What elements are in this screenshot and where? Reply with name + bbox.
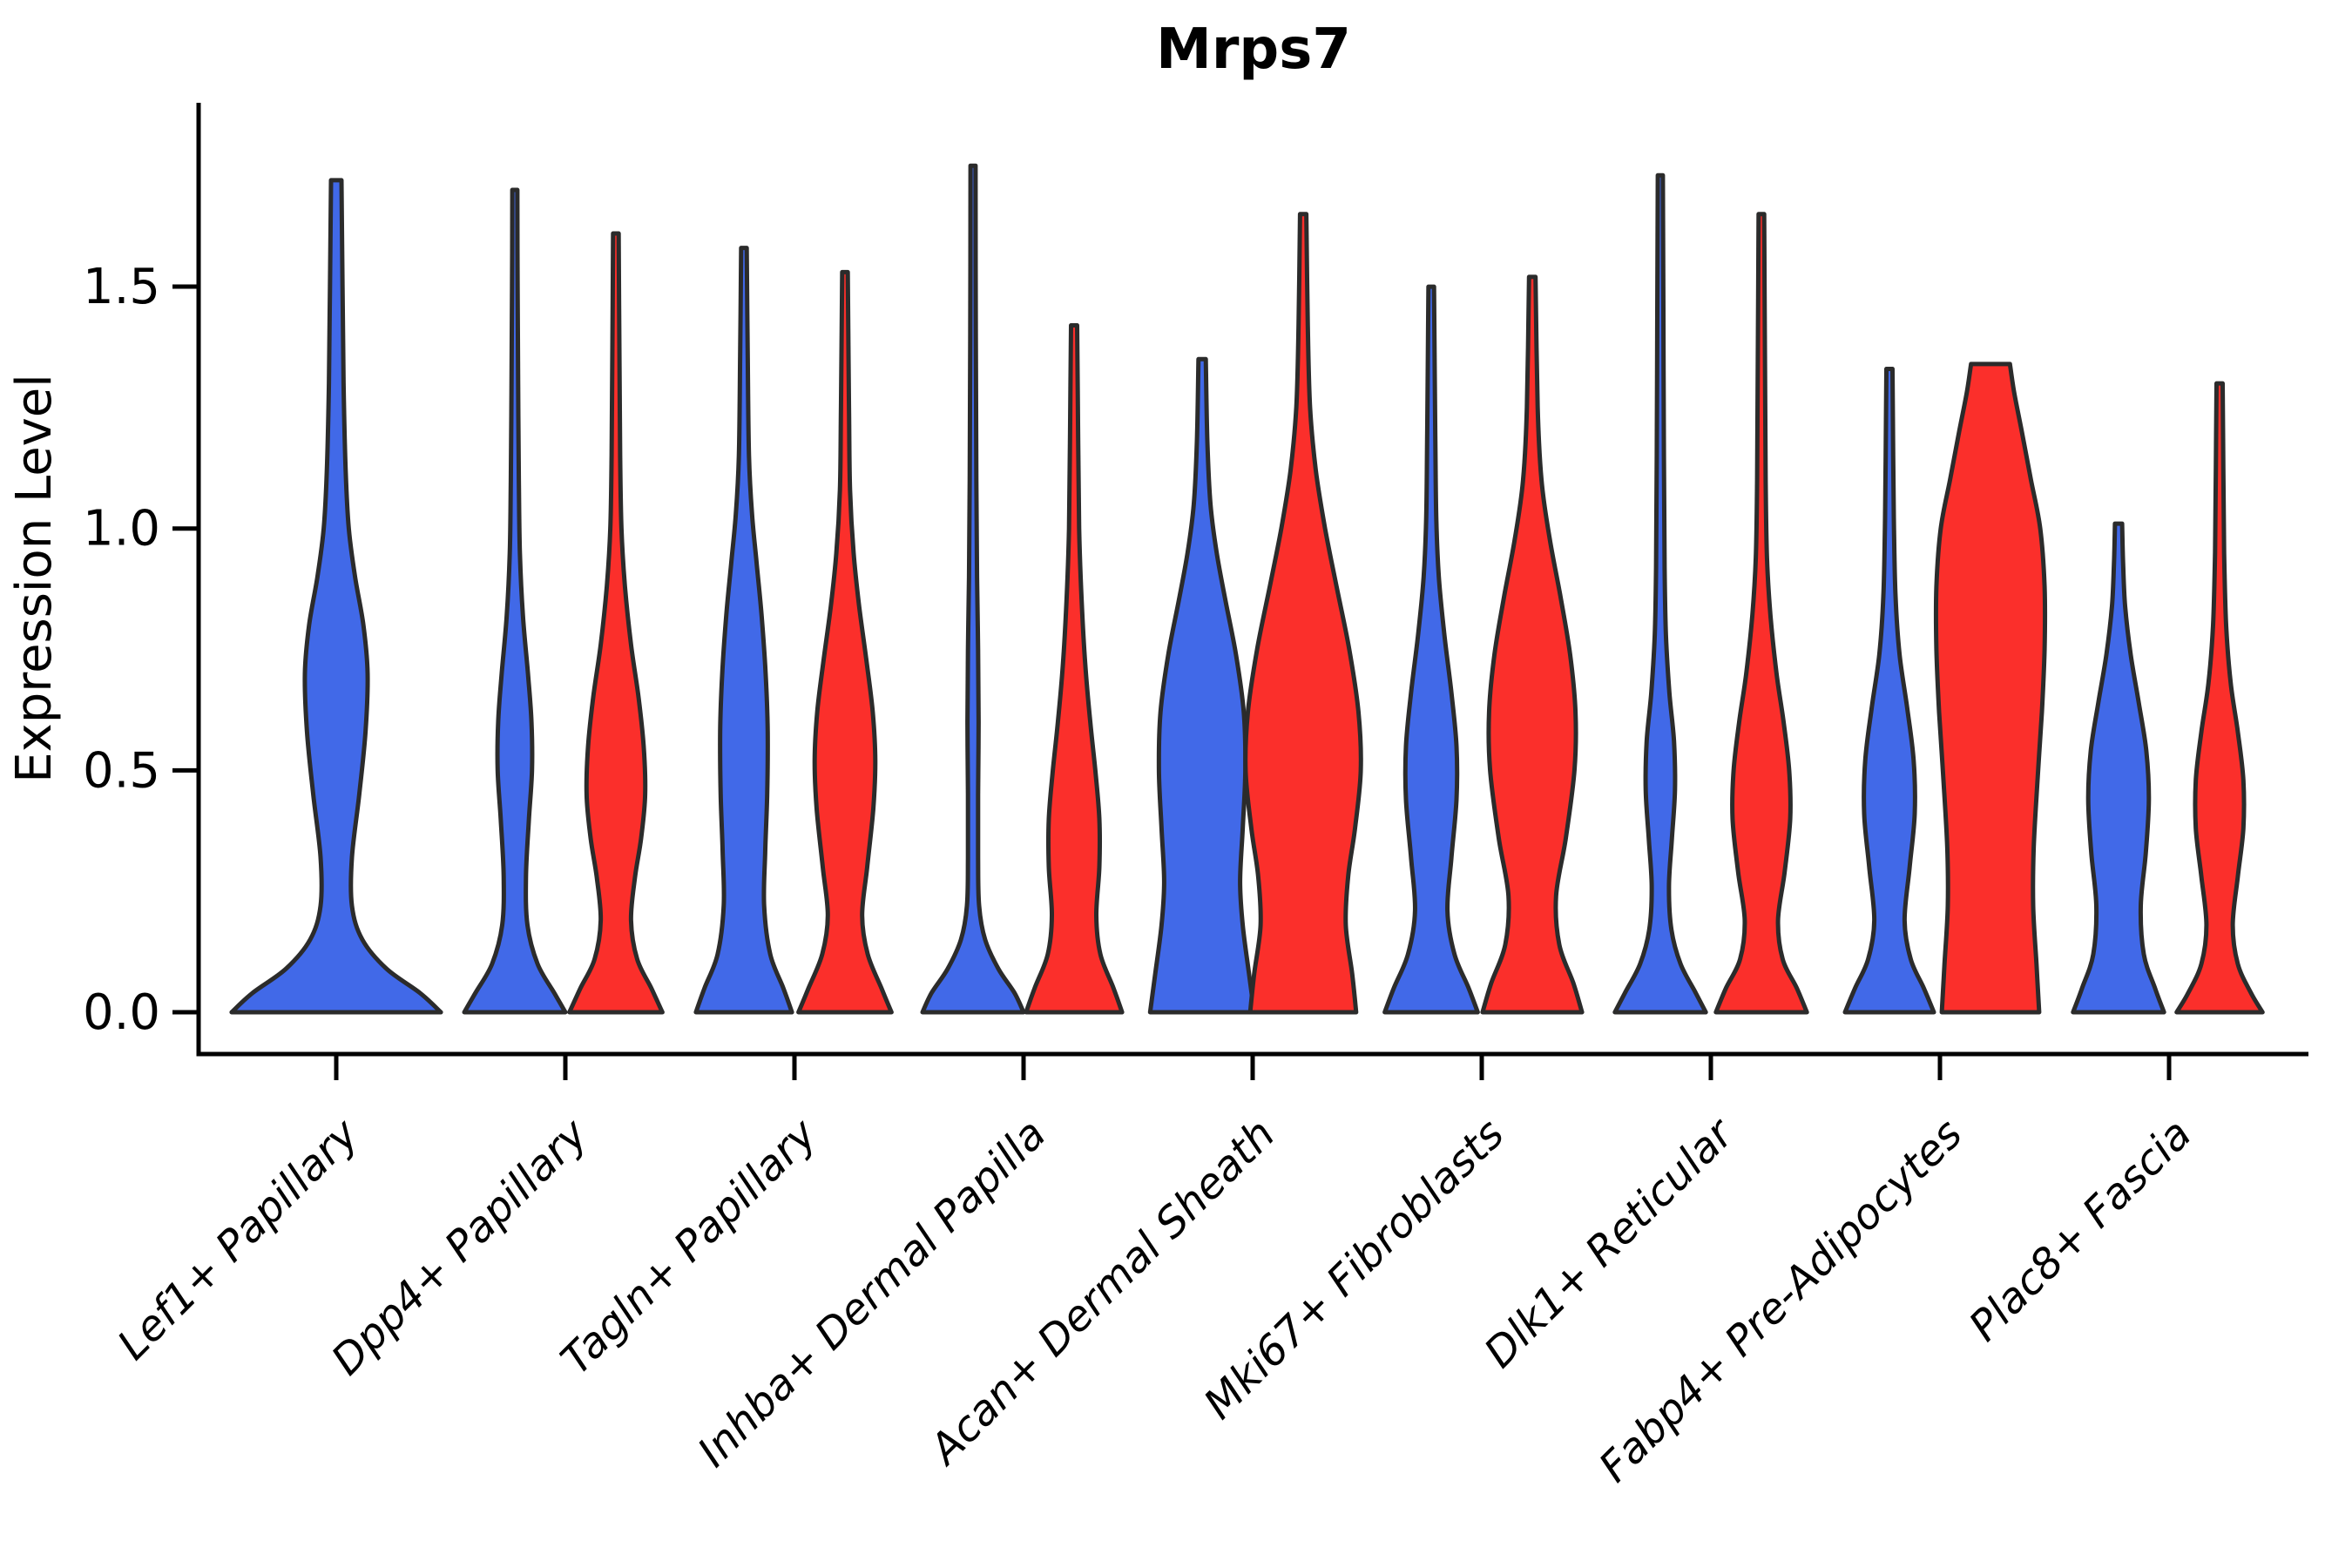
violin-tagln-papillary-blue bbox=[693, 246, 794, 1015]
violin-tagln-papillary-red bbox=[796, 269, 894, 1015]
violin-dlk1-reticular-blue bbox=[1612, 172, 1708, 1015]
violin-dpp4-papillary-blue bbox=[462, 187, 568, 1015]
violin-mki67-fibroblasts-red bbox=[1480, 274, 1585, 1015]
y-axis-label: Expression Level bbox=[6, 374, 63, 783]
x-tick-label: Dlk1+ Reticular bbox=[1475, 1108, 1745, 1378]
violin-fabp4-pre-adipocytes-blue bbox=[1842, 367, 1936, 1015]
y-tick-label: 0.0 bbox=[83, 984, 160, 1041]
x-tick-label: Dpp4+ Papillary bbox=[322, 1109, 598, 1384]
x-tick-label: Fabp4+ Pre-Adipocytes bbox=[1590, 1110, 1972, 1492]
y-tick-label: 1.5 bbox=[83, 259, 160, 315]
violin-fabp4-pre-adipocytes-red bbox=[1933, 362, 2048, 1015]
x-tick-label: Lef1+ Papillary bbox=[108, 1109, 368, 1369]
violin-inhba-dermal-papilla-blue bbox=[920, 163, 1026, 1015]
violin-acan-dermal-sheath-red bbox=[1243, 212, 1363, 1015]
violin-dpp4-papillary-red bbox=[567, 231, 665, 1015]
x-tick-label: Plac8+ Fascia bbox=[1960, 1110, 2201, 1351]
x-tick-label: Tagln+ Papillary bbox=[551, 1109, 827, 1384]
violin-plac8-fascia-red bbox=[2174, 381, 2265, 1015]
chart-title: Mrps7 bbox=[1156, 17, 1351, 82]
y-tick-label: 0.5 bbox=[83, 742, 160, 799]
violin-inhba-dermal-papilla-red bbox=[1024, 323, 1125, 1015]
violin-plac8-fascia-blue bbox=[2071, 521, 2166, 1015]
violin-dlk1-reticular-red bbox=[1713, 212, 1809, 1015]
violin-acan-dermal-sheath-blue bbox=[1147, 356, 1257, 1015]
violin-lef1-papillary-blue bbox=[229, 178, 443, 1015]
y-tick-label: 1.0 bbox=[83, 501, 160, 558]
violin-mki67-fibroblasts-blue bbox=[1382, 284, 1480, 1015]
